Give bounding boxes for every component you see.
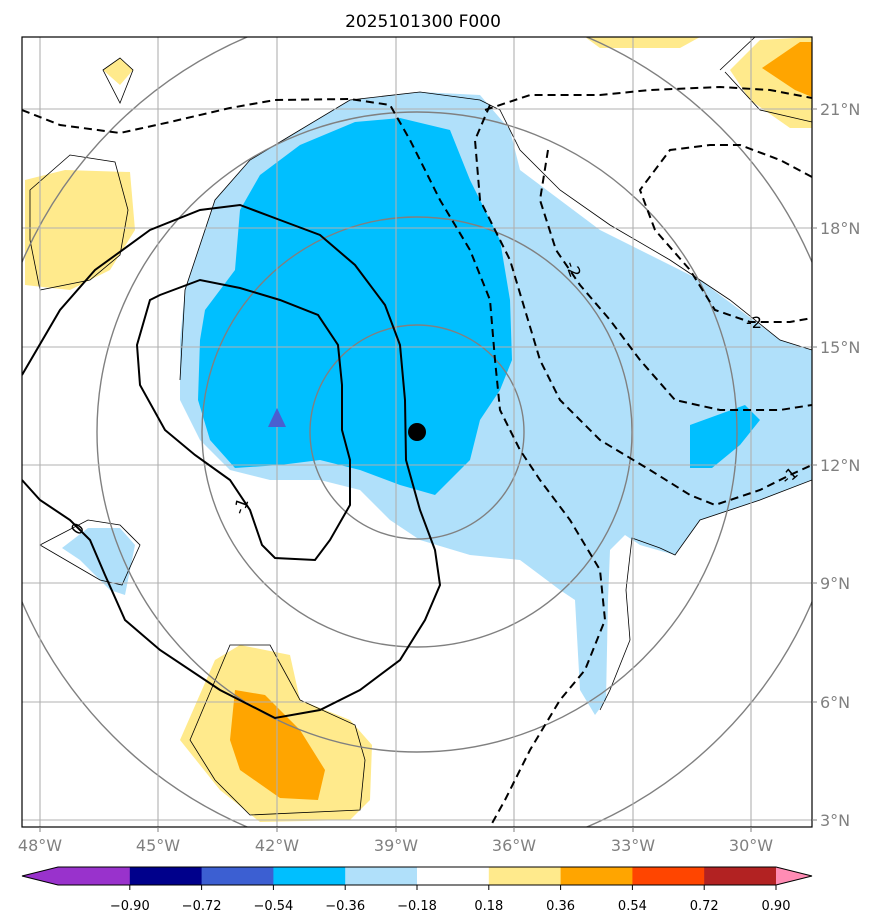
colorbar-bin <box>704 867 777 885</box>
colorbar-tick-label: 0.72 <box>690 899 719 914</box>
colorbar-bin <box>345 867 418 885</box>
lat-label: 18°N <box>820 219 860 238</box>
lon-label: 48°W <box>18 836 62 855</box>
contour-label-neg-two-right: -2 <box>746 313 762 332</box>
colorbar-tick-label: 0.54 <box>618 899 647 914</box>
colorbar-tick-label: −0.72 <box>182 899 222 914</box>
colorbar-tick-label: 0.18 <box>474 899 503 914</box>
tick-marks <box>39 108 817 832</box>
lat-label: 12°N <box>820 456 860 475</box>
colorbar-bin <box>488 867 562 885</box>
colorbar-tick-label: −0.18 <box>397 899 437 914</box>
colorbar-tick-label: −0.36 <box>325 899 365 914</box>
contour-dashed-mid <box>484 85 812 111</box>
colorbar-outline <box>21 866 813 886</box>
colorbar: −0.90 −0.72 −0.54 −0.36 −0.18 0.18 0.36 0.54 0.7… <box>21 866 813 914</box>
storm-center-dot-icon <box>408 423 426 441</box>
lat-label: 3°N <box>820 811 850 830</box>
lon-label: 36°W <box>492 836 536 855</box>
colorbar-bin <box>632 867 705 885</box>
map-title: 2025101300 F000 <box>345 12 501 32</box>
contour-dashed-inner <box>473 104 812 507</box>
colorbar-over-arrow <box>776 867 812 885</box>
range-circles <box>22 37 812 827</box>
lon-label: 30°W <box>729 836 773 855</box>
contour-neg-one <box>135 278 351 562</box>
colorbar-tick-label: −0.90 <box>110 899 150 914</box>
lon-label: 42°W <box>255 836 299 855</box>
longitude-labels: 48°W 45°W 42°W 39°W 36°W 33°W 30°W <box>18 836 773 855</box>
lat-label: 9°N <box>820 574 850 593</box>
contour-dashed-right <box>638 144 812 323</box>
colorbar-tick-label: 0.90 <box>762 899 791 914</box>
shade-orange-top-right <box>762 42 812 97</box>
colorbar-bin <box>58 867 131 885</box>
colorbar-bin <box>129 867 203 885</box>
colorbar-under-arrow <box>22 867 58 885</box>
lon-label: 33°W <box>611 836 655 855</box>
plot-area: 0 -1 -2 -2 -1 <box>22 37 812 827</box>
lat-label: 6°N <box>820 693 850 712</box>
plot-frame <box>21 36 813 828</box>
colorbar-bin <box>417 867 490 885</box>
lat-label: 21°N <box>820 100 860 119</box>
contour-dashed-ring <box>538 149 812 411</box>
shade-yellow-top-mid <box>585 37 700 48</box>
contour-label-neg-two-mid: -2 <box>562 258 585 279</box>
gridlines <box>22 37 812 827</box>
lat-label: 15°N <box>820 338 860 357</box>
lon-label: 45°W <box>136 836 180 855</box>
shade-blue-small <box>690 405 760 468</box>
latitude-labels: 21°N 18°N 15°N 12°N 9°N 6°N 3°N <box>820 100 860 830</box>
colorbar-bin <box>273 867 346 885</box>
dashed-contours <box>22 85 812 827</box>
contour-zero <box>22 203 442 720</box>
colorbar-bin <box>201 867 274 885</box>
colorbar-tick-label: −0.54 <box>253 899 293 914</box>
colorbar-bin <box>560 867 633 885</box>
contour-label-neg-one-inner: -1 <box>229 495 252 516</box>
colorbar-tick-label: 0.36 <box>546 899 575 914</box>
contour-dashed-top <box>22 97 607 827</box>
solid-contours <box>22 203 442 720</box>
triangle-marker-icon <box>268 408 286 427</box>
lon-label: 39°W <box>374 836 418 855</box>
